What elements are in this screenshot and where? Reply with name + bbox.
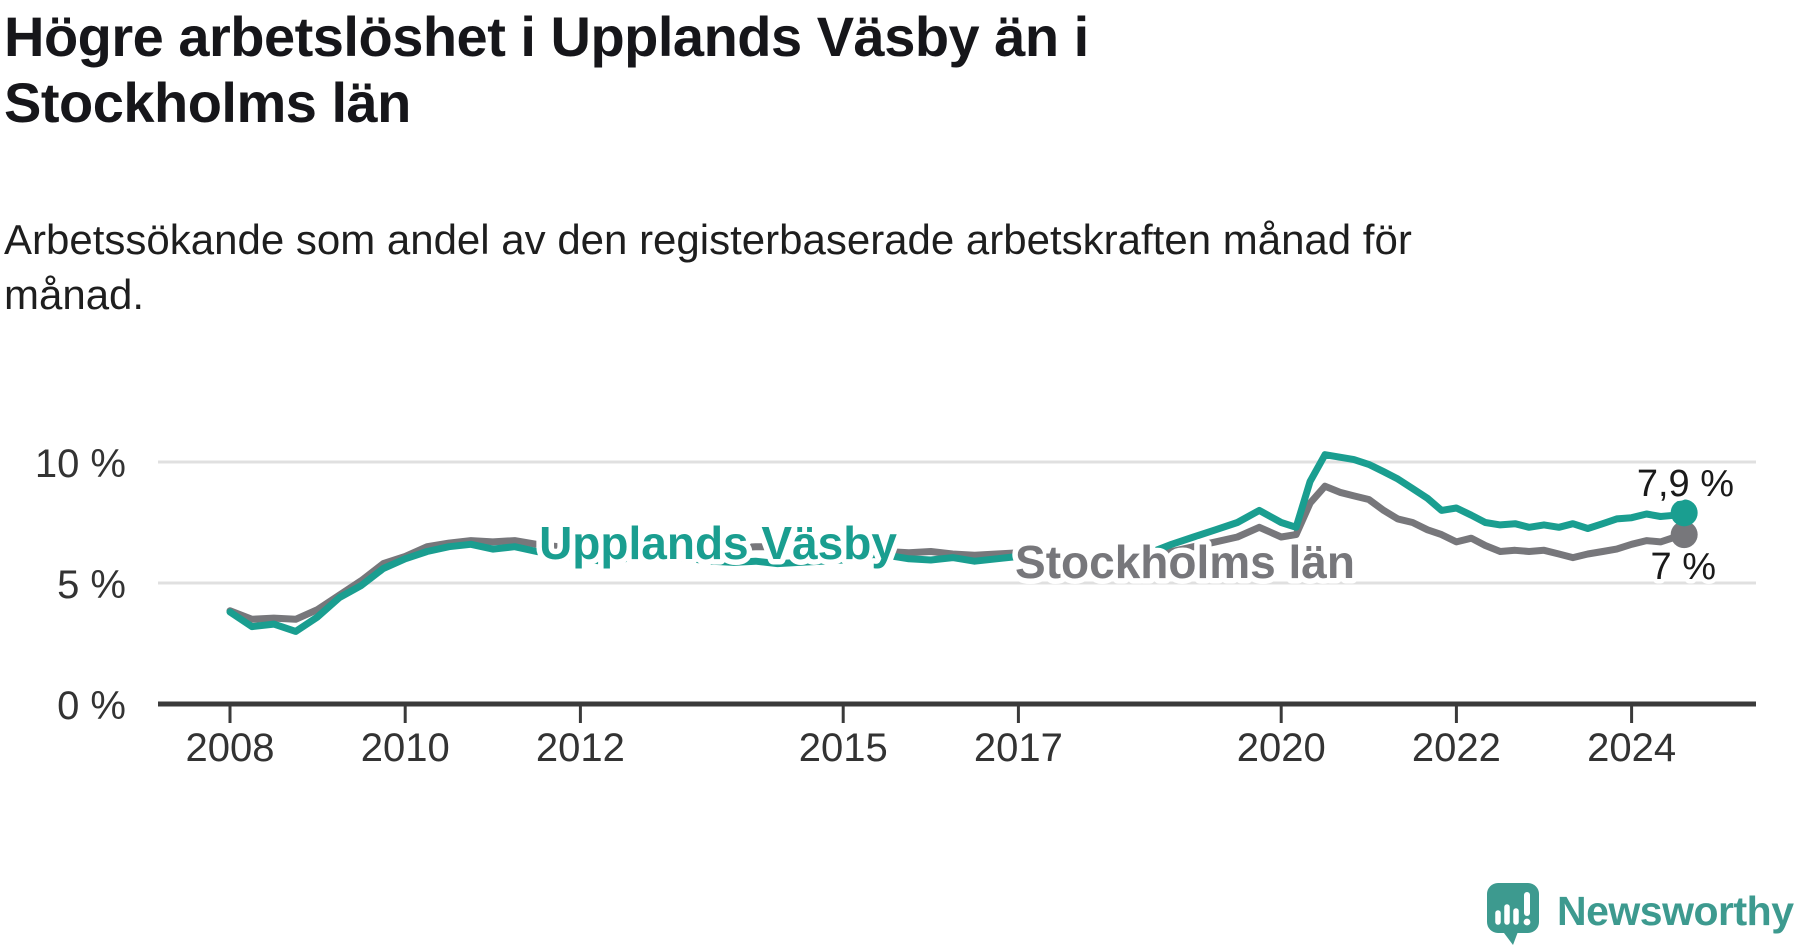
y-axis-label-5: 5 % <box>57 563 126 607</box>
newsworthy-logo-text: Newsworthy <box>1557 888 1794 934</box>
x-axis-label-2010: 2010 <box>361 726 450 770</box>
x-axis-label-2015: 2015 <box>799 726 888 770</box>
newsworthy-logo: Newsworthy <box>1486 882 1794 946</box>
x-axis-label-2008: 2008 <box>186 726 275 770</box>
x-axis-label-2020: 2020 <box>1237 726 1326 770</box>
page-title: Högre arbetslöshet i Upplands Väsby än i… <box>4 5 1089 134</box>
series-label-upplands-vasby: Upplands Väsby <box>539 517 897 569</box>
series-line-stockholms-lan <box>226 482 1688 623</box>
x-axis-label-2017: 2017 <box>974 726 1063 770</box>
series-end-dot-stockholms-lan <box>1670 521 1698 549</box>
y-axis-label-0: 0 % <box>57 684 126 728</box>
y-axis-label-10: 10 % <box>35 442 126 486</box>
series-end-dot-upplands-vasby <box>1670 499 1698 527</box>
series-end-value-upplands-vasby: 7,9 % <box>1637 463 1734 505</box>
newsworthy-logo-icon <box>1487 883 1539 945</box>
series-line-upplands-vasby <box>226 451 1688 635</box>
x-axis-label-2012: 2012 <box>536 726 625 770</box>
x-axis-label-2024: 2024 <box>1587 726 1676 770</box>
series-end-value-stockholms-lan: 7 % <box>1651 546 1716 588</box>
x-axis-label-2022: 2022 <box>1412 726 1501 770</box>
series-label-stockholms-lan: Stockholms län <box>1015 536 1355 588</box>
chart-subtitle: Arbetssökande som andel av den registerb… <box>4 216 1412 319</box>
